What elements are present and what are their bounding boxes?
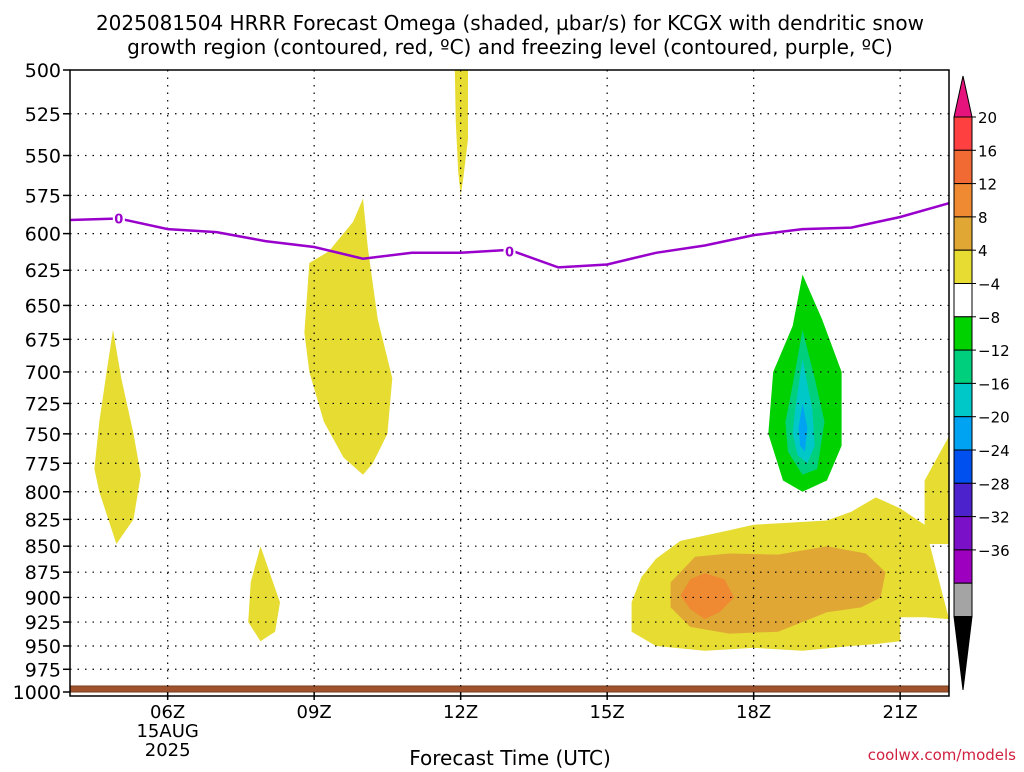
freezing-label-bg-0 bbox=[112, 210, 125, 227]
y-tick-label-725: 725 bbox=[25, 393, 61, 415]
colorbar-label-7: −12 bbox=[978, 342, 1010, 360]
plot-frame bbox=[69, 69, 950, 697]
y-tick-label-700: 700 bbox=[25, 362, 61, 384]
colorbar-label-3: 8 bbox=[978, 209, 988, 227]
omega-region-0 bbox=[94, 329, 141, 544]
colorbar-label-0: 20 bbox=[978, 109, 997, 127]
colorbar-label-9: −20 bbox=[978, 409, 1010, 427]
grid-lines bbox=[70, 70, 949, 692]
colorbar-segment-12 bbox=[953, 516, 973, 551]
y-tick-label-850: 850 bbox=[25, 536, 61, 558]
colorbar-segment-6 bbox=[953, 316, 973, 351]
colorbar-label-5: −4 bbox=[978, 276, 1000, 294]
x-tick-label-09Z: 09Z bbox=[297, 702, 332, 723]
omega-region-11 bbox=[798, 403, 808, 452]
ground-strip bbox=[69, 685, 950, 693]
colorbar-segment-5 bbox=[953, 283, 973, 318]
omega-region-7 bbox=[680, 573, 735, 620]
colorbar-segment-10 bbox=[953, 449, 973, 484]
y-tick-label-950: 950 bbox=[25, 636, 61, 658]
colorbar-label-10: −24 bbox=[978, 442, 1010, 460]
x-tick-label-15Z: 15Z bbox=[590, 702, 625, 723]
y-tick-label-650: 650 bbox=[25, 295, 61, 317]
x-date-label: 15AUG bbox=[136, 721, 198, 742]
colorbar-segment-1 bbox=[953, 149, 973, 185]
colorbar-segment-3 bbox=[953, 216, 973, 251]
y-axis: 500 525 550 575 600 625 650 675 700 725 750 775 800 8… bbox=[13, 60, 70, 704]
y-tick-label-1000: 1000 bbox=[13, 682, 61, 704]
freezing-label-bg-1 bbox=[503, 243, 516, 260]
omega-region-6 bbox=[670, 546, 886, 634]
x-tick-label-12Z: 12Z bbox=[443, 702, 478, 723]
y-tick-label-800: 800 bbox=[25, 482, 61, 504]
freezing-level-label-1: 0 bbox=[505, 245, 514, 260]
colorbar-segment-0 bbox=[953, 116, 973, 151]
omega-region-1 bbox=[454, 70, 468, 196]
x-axis-label: Forecast Time (UTC) bbox=[409, 746, 611, 768]
colorbar-label-13: −36 bbox=[978, 542, 1010, 560]
omega-shading bbox=[94, 70, 949, 651]
colorbar-bottom-arrow bbox=[953, 616, 973, 691]
y-tick-label-750: 750 bbox=[25, 424, 61, 446]
chart-title-line2: growth region (contoured, red, ºC) and f… bbox=[127, 35, 893, 59]
colorbar-segment-13 bbox=[953, 549, 973, 584]
freezing-level-label-0: 0 bbox=[114, 213, 123, 228]
colorbar-label-8: −16 bbox=[978, 375, 1010, 393]
chart-title-line1: 2025081504 HRRR Forecast Omega (shaded, … bbox=[96, 11, 924, 35]
y-tick-label-675: 675 bbox=[25, 329, 61, 351]
x-tick-label-21Z: 21Z bbox=[883, 702, 918, 723]
colorbar: 20 16 12 8 4 −4 −8 −12 −16 −20 −24 −28 −32 −36 bbox=[953, 75, 1010, 691]
credit-text: coolwx.com/models bbox=[868, 746, 1016, 764]
colorbar-label-6: −8 bbox=[978, 309, 1000, 327]
y-tick-label-775: 775 bbox=[25, 453, 61, 475]
x-tick-label-18Z: 18Z bbox=[736, 702, 771, 723]
colorbar-segment-4 bbox=[953, 249, 973, 284]
colorbar-label-11: −28 bbox=[978, 475, 1010, 493]
omega-region-5 bbox=[924, 436, 949, 544]
y-tick-label-900: 900 bbox=[25, 587, 61, 609]
x-year-label: 2025 bbox=[145, 740, 191, 761]
colorbar-top-arrow bbox=[953, 75, 973, 118]
colorbar-label-1: 16 bbox=[978, 142, 997, 160]
y-tick-label-925: 925 bbox=[25, 612, 61, 634]
y-tick-label-825: 825 bbox=[25, 509, 61, 531]
colorbar-segment-11 bbox=[953, 482, 973, 518]
colorbar-segment-8 bbox=[953, 382, 973, 418]
freezing-level-contour: 00 bbox=[69, 201, 950, 269]
colorbar-segment-7 bbox=[953, 349, 973, 384]
y-tick-label-550: 550 bbox=[25, 146, 61, 168]
omega-region-3 bbox=[248, 546, 280, 642]
colorbar-label-12: −32 bbox=[978, 509, 1010, 527]
y-tick-label-875: 875 bbox=[25, 562, 61, 584]
omega-region-2 bbox=[304, 198, 393, 475]
colorbar-segment-9 bbox=[953, 416, 973, 451]
x-tick-label-06Z: 06Z bbox=[150, 702, 185, 723]
colorbar-segment-14 bbox=[953, 582, 973, 618]
y-tick-label-975: 975 bbox=[25, 659, 61, 681]
y-tick-label-600: 600 bbox=[25, 224, 61, 246]
y-tick-label-625: 625 bbox=[25, 260, 61, 282]
ground-layer bbox=[69, 685, 950, 693]
colorbar-segment-2 bbox=[953, 183, 973, 218]
y-tick-label-575: 575 bbox=[25, 185, 61, 207]
y-tick-label-525: 525 bbox=[25, 104, 61, 126]
colorbar-label-2: 12 bbox=[978, 176, 997, 194]
y-tick-label-500: 500 bbox=[25, 60, 61, 82]
colorbar-label-4: 4 bbox=[978, 242, 988, 260]
